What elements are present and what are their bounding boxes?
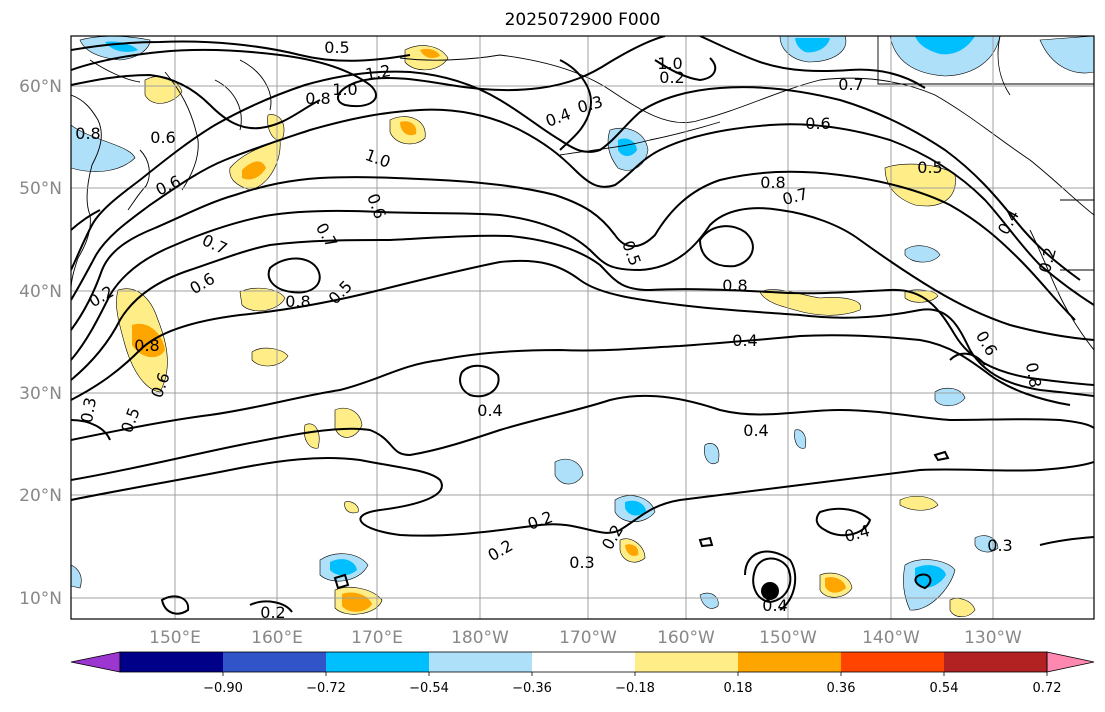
contour-label: 0.4 — [732, 331, 757, 350]
colorbar-tick-label: −0.54 — [409, 681, 449, 696]
coastline-alaska — [399, 54, 1094, 216]
contour-label: 0.8 — [305, 89, 330, 108]
contour-label: 0.7 — [838, 75, 863, 94]
colorbar-bin — [841, 652, 944, 672]
contour-label: 0.6 — [805, 114, 830, 133]
colorbar-bin — [429, 652, 532, 672]
contour-labels: 0.51.21.00.8 0.30.40.20.60.80.61.00.70.60… — [75, 38, 1060, 622]
colorbar-extend-low — [70, 651, 121, 673]
contour-label: 0.8 — [134, 336, 159, 355]
gridlines — [71, 36, 1094, 619]
fill-negative-gulf — [889, 36, 1001, 77]
lon-label: 150°E — [149, 628, 201, 648]
contour-label: 0.3 — [987, 536, 1012, 555]
contour-label: 0.8 — [722, 276, 747, 295]
contours — [71, 36, 1094, 615]
map-background — [71, 36, 1094, 619]
colorbar-tick-label: −0.90 — [203, 681, 243, 696]
colorbar-tick-label: −0.36 — [512, 681, 552, 696]
contour-label: 0.2 — [260, 603, 285, 622]
lat-label: 50°N — [19, 179, 62, 199]
lat-label: 60°N — [19, 77, 62, 97]
lat-label: 20°N — [19, 486, 62, 506]
contour-label: 1.0 — [332, 80, 357, 99]
colorbar-bin — [120, 652, 223, 672]
coastline-asia — [71, 94, 102, 291]
colorbar-bin — [635, 652, 738, 672]
lon-label: 180°W — [451, 628, 509, 648]
contour-label: 0.8 — [75, 124, 100, 143]
contour-label: 0.5 — [917, 158, 942, 177]
contour-label: 0.8 — [285, 292, 310, 311]
colorbar-tick-label: −0.72 — [306, 681, 346, 696]
lon-label: 170°E — [351, 628, 403, 648]
contour-label: 1.2 — [364, 61, 392, 84]
colorbar-bin — [532, 652, 635, 672]
colorbar-tick-label: 0.36 — [827, 681, 856, 696]
fill-negative-kamchatka — [71, 124, 136, 172]
colorbar-bin — [326, 652, 429, 672]
lon-label: 170°W — [559, 628, 617, 648]
map-frame — [70, 35, 1095, 620]
colorbar-tick-label: −0.18 — [615, 681, 655, 696]
colorbar-extend-high — [1046, 651, 1095, 673]
colorbar-tick-label: 0.18 — [724, 681, 753, 696]
colorbar-bin — [223, 652, 326, 672]
contour-label: 0.8 — [1022, 361, 1045, 389]
contour-label: 0.4 — [743, 421, 768, 440]
contour-label: 0.3 — [77, 396, 100, 424]
contour-label: 0.4 — [762, 596, 787, 615]
fill-positive-1 — [404, 45, 449, 71]
colorbar-bin — [738, 652, 841, 672]
contour-label: 0.4 — [477, 401, 502, 420]
longitude-labels: 150°E 160°E 170°E 180°W 170°W 160°W 150°W 140°W… — [149, 628, 1022, 648]
lon-label: 160°E — [251, 628, 303, 648]
contour-label: 1.0 — [657, 54, 682, 73]
coastline-kamchatka — [164, 71, 199, 191]
contour-label: 0.2 — [659, 68, 684, 87]
contour-label: 0.8 — [760, 173, 785, 192]
contour-label: 0.6 — [150, 128, 175, 147]
anomaly-fills — [71, 36, 1094, 618]
lon-label: 150°W — [759, 628, 817, 648]
colorbar-bin — [944, 652, 1047, 672]
coastlines — [71, 36, 1094, 351]
station-marker — [761, 582, 779, 600]
figure-title: 2025072900 F000 — [504, 10, 661, 30]
contour-label: 0.5 — [324, 38, 349, 57]
lon-label: 160°W — [657, 628, 715, 648]
lat-label: 30°N — [19, 384, 62, 404]
lat-label: 10°N — [19, 589, 62, 609]
coastline-canada — [997, 36, 1011, 96]
lon-label: 140°W — [862, 628, 920, 648]
colorbar-tick-label: 0.72 — [1033, 681, 1062, 696]
colorbar: −0.90 −0.72 −0.54 −0.36 −0.18 0.18 0.36 0.54 0.7… — [70, 651, 1095, 696]
colorbar-tick-label: 0.54 — [930, 681, 959, 696]
lat-label: 40°N — [19, 282, 62, 302]
latitude-labels: 10°N 20°N 30°N 40°N 50°N 60°N — [19, 77, 62, 609]
contour-label: 0.3 — [569, 553, 594, 572]
lon-label: 130°W — [964, 628, 1022, 648]
